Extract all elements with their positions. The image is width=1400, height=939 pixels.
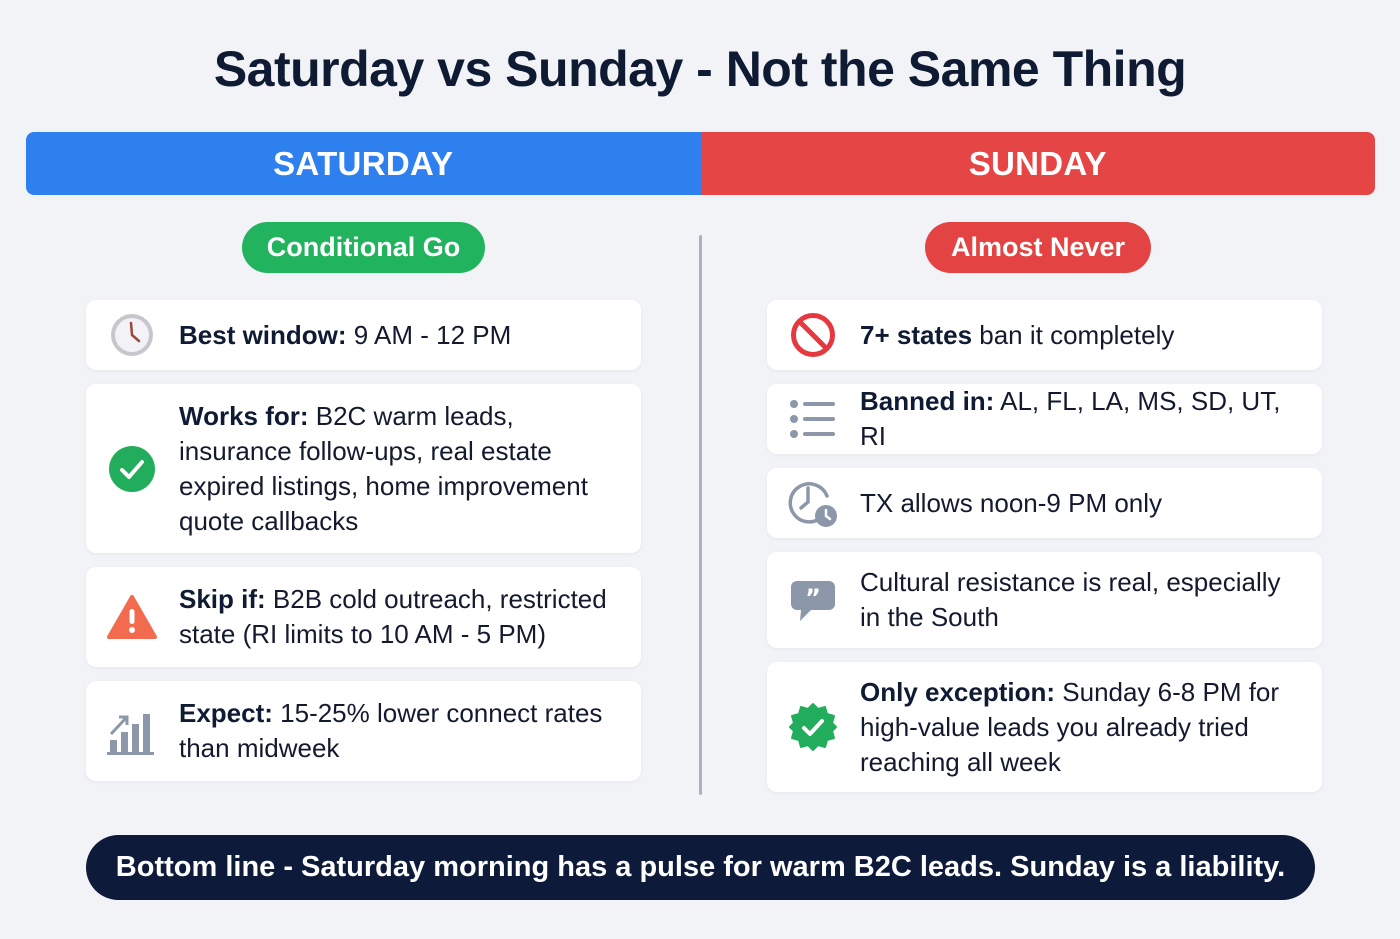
card-value: TX allows noon-9 PM only [860, 487, 1163, 518]
card-text: Banned in: AL, FL, LA, MS, SD, UT, RI [860, 384, 1306, 454]
bar-chart-icon [106, 705, 158, 757]
sunday-status-badge: Almost Never [925, 222, 1151, 273]
page-title: Saturday vs Sunday - Not the Same Thing [213, 41, 1187, 97]
card-text: Cultural resistance is real, especially … [860, 565, 1306, 635]
bottom-line-banner: Bottom line - Saturday morning has a pul… [86, 835, 1315, 900]
card-text: Expect: 15-25% lower connect rates than … [179, 696, 625, 766]
card-value: 9 AM - 12 PM [346, 319, 512, 350]
card-label: Banned in: [860, 386, 995, 416]
sunday-card-cultural: ” Cultural resistance is real, especiall… [767, 552, 1322, 648]
card-label: Only exception: [860, 676, 1056, 707]
card-text: TX allows noon-9 PM only [860, 486, 1306, 521]
card-value: AL, FL, LA, MS, SD, UT, RI [860, 386, 1281, 451]
sunday-card-texas: TX allows noon-9 PM only [767, 468, 1322, 538]
saturday-card-best-window: Best window: 9 AM - 12 PM [86, 300, 641, 370]
clock-restricted-icon [787, 477, 839, 529]
column-divider [699, 235, 702, 795]
card-label: Expect: [179, 698, 273, 728]
card-value: B2C warm leads, insurance follow-ups, re… [179, 400, 588, 536]
card-value: Cultural resistance is real, especially … [860, 567, 1281, 632]
day-header-bar: SATURDAY SUNDAY [26, 132, 1375, 195]
card-text: Works for: B2C warm leads, insurance fol… [179, 399, 625, 539]
card-value: 15-25% lower connect rates than midweek [179, 698, 603, 763]
card-label: Works for: [179, 400, 309, 431]
card-label: Skip if: [179, 584, 266, 614]
saturday-header: SATURDAY [26, 132, 701, 195]
saturday-card-skip-if: Skip if: B2B cold outreach, restricted s… [86, 567, 641, 667]
clock-icon [106, 309, 158, 361]
verified-badge-icon [787, 701, 839, 753]
sunday-card-exception: Only exception: Sunday 6-8 PM for high-v… [767, 662, 1322, 792]
saturday-card-works-for: Works for: B2C warm leads, insurance fol… [86, 384, 641, 553]
sunday-header: SUNDAY [700, 132, 1375, 195]
check-circle-icon [106, 443, 158, 495]
sunday-card-states-ban: 7+ states ban it completely [767, 300, 1322, 370]
card-value: ban it completely [972, 319, 1175, 350]
card-text: Skip if: B2B cold outreach, restricted s… [179, 582, 625, 652]
list-icon [787, 393, 839, 445]
svg-text:”: ” [805, 584, 821, 612]
card-text: Best window: 9 AM - 12 PM [179, 318, 625, 353]
card-label: Best window: [179, 319, 347, 350]
prohibited-icon [787, 309, 839, 361]
sunday-card-banned-in: Banned in: AL, FL, LA, MS, SD, UT, RI [767, 384, 1322, 454]
saturday-card-expect: Expect: 15-25% lower connect rates than … [86, 681, 641, 781]
card-value: B2B cold outreach, restricted state (RI … [179, 584, 607, 649]
card-text: Only exception: Sunday 6-8 PM for high-v… [860, 675, 1306, 780]
saturday-status-badge: Conditional Go [242, 222, 485, 273]
card-value: Sunday 6-8 PM for high-value leads you a… [860, 676, 1280, 777]
card-text: 7+ states ban it completely [860, 318, 1306, 353]
warning-triangle-icon [106, 591, 158, 643]
quote-bubble-icon: ” [787, 574, 839, 626]
card-label: 7+ states [860, 319, 973, 350]
